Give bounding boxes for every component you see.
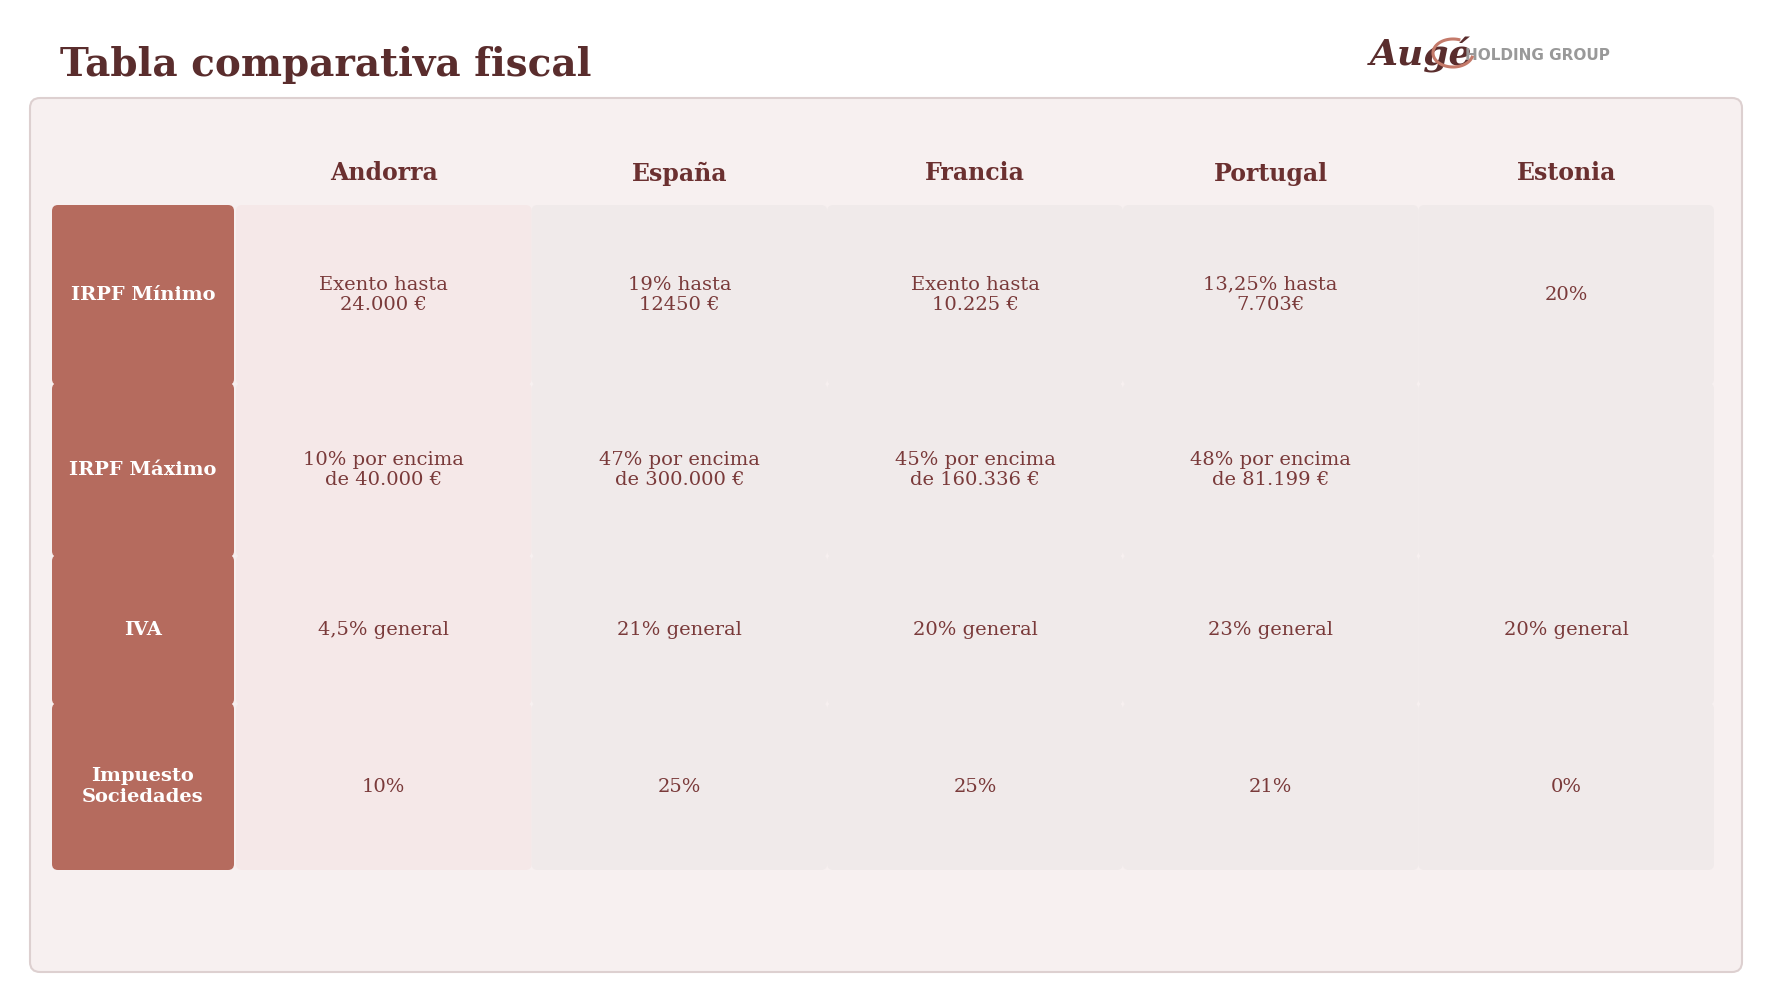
Text: España: España xyxy=(631,161,727,186)
FancyBboxPatch shape xyxy=(1418,205,1714,385)
Text: Tabla comparativa fiscal: Tabla comparativa fiscal xyxy=(60,46,592,84)
Text: Augé: Augé xyxy=(1370,37,1473,73)
FancyBboxPatch shape xyxy=(532,555,828,705)
Text: Portugal: Portugal xyxy=(1214,161,1327,186)
Text: 10% por encima
de 40.000 €: 10% por encima de 40.000 € xyxy=(303,450,464,490)
Text: 19% hasta
12450 €: 19% hasta 12450 € xyxy=(627,275,732,315)
Text: Andorra: Andorra xyxy=(330,161,438,186)
FancyBboxPatch shape xyxy=(828,555,1123,705)
FancyBboxPatch shape xyxy=(828,383,1123,557)
FancyBboxPatch shape xyxy=(1418,703,1714,870)
Text: 25%: 25% xyxy=(953,778,996,795)
FancyBboxPatch shape xyxy=(828,703,1123,870)
FancyBboxPatch shape xyxy=(51,555,234,705)
Text: 21%: 21% xyxy=(1249,778,1292,795)
FancyBboxPatch shape xyxy=(1123,555,1418,705)
FancyBboxPatch shape xyxy=(236,555,532,705)
FancyBboxPatch shape xyxy=(30,98,1742,972)
Text: 0%: 0% xyxy=(1550,778,1582,795)
Text: 20%: 20% xyxy=(1545,286,1588,304)
FancyBboxPatch shape xyxy=(532,205,828,385)
Text: 20% general: 20% general xyxy=(913,621,1037,639)
Text: 47% por encima
de 300.000 €: 47% por encima de 300.000 € xyxy=(599,450,760,490)
Text: 48% por encima
de 81.199 €: 48% por encima de 81.199 € xyxy=(1191,450,1350,490)
Text: 45% por encima
de 160.336 €: 45% por encima de 160.336 € xyxy=(895,450,1056,490)
Text: 21% general: 21% general xyxy=(617,621,742,639)
FancyBboxPatch shape xyxy=(236,703,532,870)
Text: 13,25% hasta
7.703€: 13,25% hasta 7.703€ xyxy=(1203,275,1338,315)
Text: Estonia: Estonia xyxy=(1517,161,1616,186)
FancyBboxPatch shape xyxy=(1123,383,1418,557)
FancyBboxPatch shape xyxy=(1418,555,1714,705)
FancyBboxPatch shape xyxy=(532,703,828,870)
Text: IVA: IVA xyxy=(124,621,161,639)
Text: Exento hasta
10.225 €: Exento hasta 10.225 € xyxy=(911,275,1040,315)
Text: 4,5% general: 4,5% general xyxy=(319,621,450,639)
Text: HOLDING GROUP: HOLDING GROUP xyxy=(1465,47,1611,63)
Text: IRPF Mínimo: IRPF Mínimo xyxy=(71,286,214,304)
Text: IRPF Máximo: IRPF Máximo xyxy=(69,461,216,479)
Text: 20% general: 20% general xyxy=(1504,621,1628,639)
Text: Impuesto
Sociedades: Impuesto Sociedades xyxy=(82,767,204,806)
FancyBboxPatch shape xyxy=(236,205,532,385)
Text: 23% general: 23% general xyxy=(1209,621,1333,639)
FancyBboxPatch shape xyxy=(1123,703,1418,870)
FancyBboxPatch shape xyxy=(51,205,234,385)
Text: 25%: 25% xyxy=(657,778,702,795)
FancyBboxPatch shape xyxy=(532,383,828,557)
Text: 10%: 10% xyxy=(361,778,406,795)
FancyBboxPatch shape xyxy=(236,383,532,557)
FancyBboxPatch shape xyxy=(51,383,234,557)
Text: Exento hasta
24.000 €: Exento hasta 24.000 € xyxy=(319,275,448,315)
FancyBboxPatch shape xyxy=(828,205,1123,385)
FancyBboxPatch shape xyxy=(1418,383,1714,557)
FancyBboxPatch shape xyxy=(1123,205,1418,385)
Text: Francia: Francia xyxy=(925,161,1024,186)
FancyBboxPatch shape xyxy=(51,703,234,870)
